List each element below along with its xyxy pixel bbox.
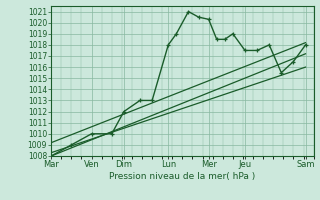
X-axis label: Pression niveau de la mer( hPa ): Pression niveau de la mer( hPa ) xyxy=(109,172,256,181)
